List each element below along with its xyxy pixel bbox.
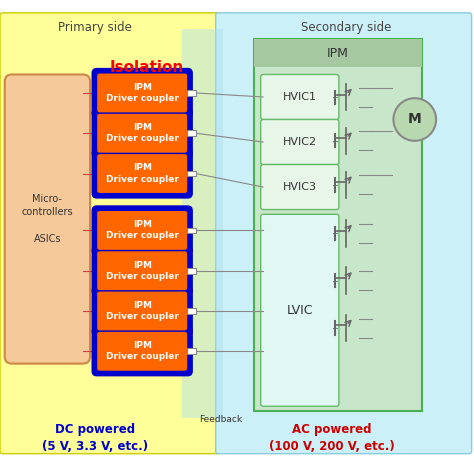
Text: Secondary side: Secondary side: [301, 20, 391, 34]
FancyBboxPatch shape: [93, 207, 191, 254]
Text: IPM
Driver coupler: IPM Driver coupler: [106, 163, 179, 184]
Bar: [187, 228, 196, 233]
FancyBboxPatch shape: [93, 288, 191, 335]
FancyBboxPatch shape: [0, 13, 220, 454]
FancyBboxPatch shape: [93, 69, 191, 117]
Bar: [187, 348, 196, 354]
FancyBboxPatch shape: [93, 247, 191, 294]
FancyBboxPatch shape: [97, 211, 187, 250]
Text: IPM
Driver coupler: IPM Driver coupler: [106, 83, 179, 103]
FancyBboxPatch shape: [5, 74, 90, 364]
Text: IPM
Driver coupler: IPM Driver coupler: [106, 341, 179, 361]
FancyBboxPatch shape: [182, 30, 223, 418]
Text: IPM
Driver coupler: IPM Driver coupler: [106, 261, 179, 281]
Text: Primary side: Primary side: [58, 20, 132, 34]
FancyBboxPatch shape: [97, 251, 187, 290]
FancyBboxPatch shape: [97, 114, 187, 153]
FancyBboxPatch shape: [97, 332, 187, 371]
FancyBboxPatch shape: [261, 214, 339, 407]
FancyBboxPatch shape: [97, 154, 187, 193]
Bar: [187, 268, 196, 274]
Text: IPM
Driver coupler: IPM Driver coupler: [106, 123, 179, 143]
Bar: [187, 308, 196, 314]
Text: HVIC2: HVIC2: [283, 137, 317, 147]
FancyBboxPatch shape: [97, 73, 187, 112]
FancyBboxPatch shape: [261, 165, 339, 209]
Text: AC powered
(100 V, 200 V, etc.): AC powered (100 V, 200 V, etc.): [269, 423, 395, 453]
Text: HVIC3: HVIC3: [283, 182, 317, 192]
Text: DC powered
(5 V, 3.3 V, etc.): DC powered (5 V, 3.3 V, etc.): [42, 423, 148, 453]
FancyBboxPatch shape: [97, 292, 187, 330]
Text: IPM
Driver coupler: IPM Driver coupler: [106, 220, 179, 240]
FancyBboxPatch shape: [261, 74, 339, 119]
Text: Feedback: Feedback: [199, 415, 242, 424]
FancyBboxPatch shape: [93, 109, 191, 157]
Bar: [187, 130, 196, 136]
FancyBboxPatch shape: [93, 150, 191, 197]
FancyBboxPatch shape: [216, 13, 472, 454]
Text: HVIC1: HVIC1: [283, 92, 317, 102]
FancyBboxPatch shape: [261, 119, 339, 165]
Text: IPM
Driver coupler: IPM Driver coupler: [106, 301, 179, 321]
Circle shape: [393, 98, 436, 141]
Text: IPM: IPM: [327, 47, 349, 60]
FancyBboxPatch shape: [254, 39, 422, 411]
FancyBboxPatch shape: [93, 327, 191, 375]
Text: Isolation: Isolation: [110, 60, 184, 75]
Text: Micro-
controllers

ASICs: Micro- controllers ASICs: [22, 194, 73, 244]
Text: LVIC: LVIC: [287, 304, 313, 317]
Text: M: M: [408, 112, 422, 127]
FancyBboxPatch shape: [254, 39, 422, 68]
Bar: [187, 90, 196, 96]
Bar: [187, 171, 196, 177]
